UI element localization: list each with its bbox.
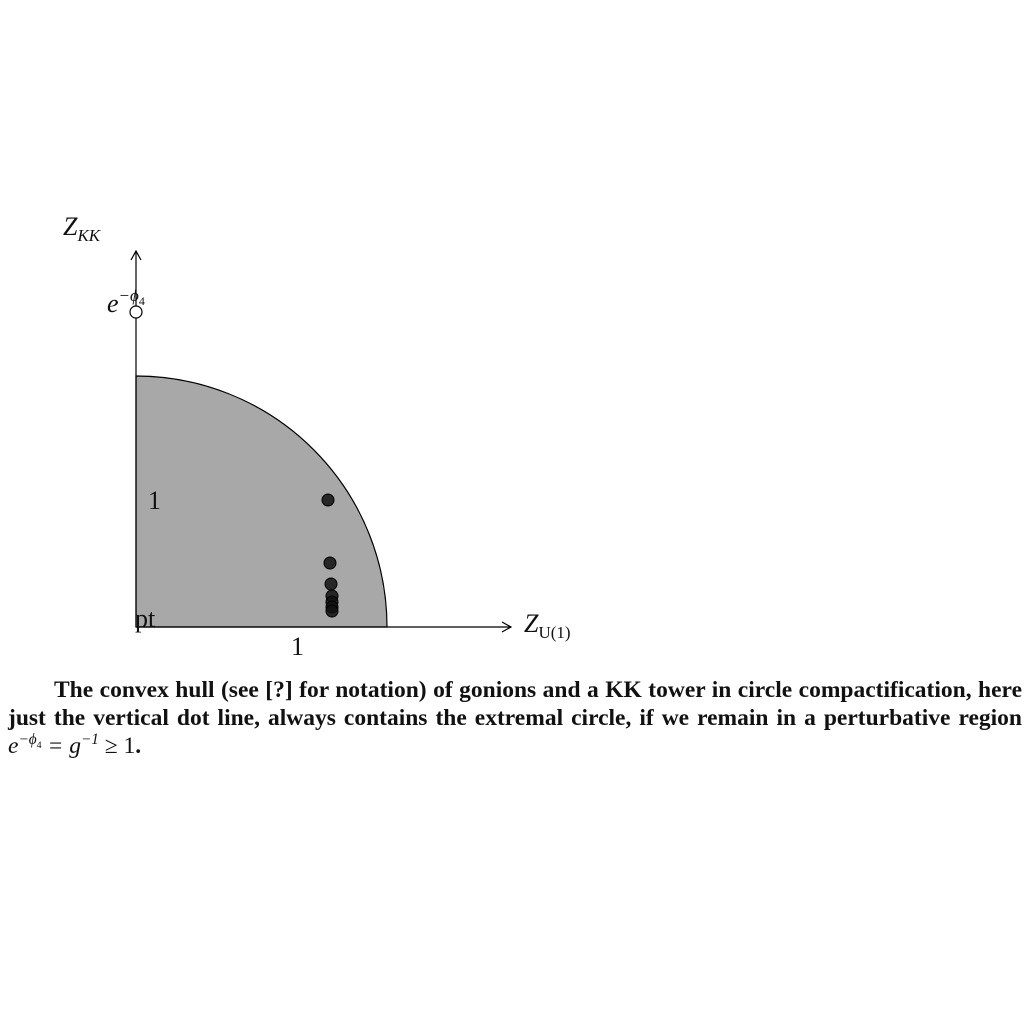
f-sup2: −1 <box>80 731 99 749</box>
x-label-sub: U(1) <box>538 623 570 642</box>
f-sup1-sub: 4 <box>36 740 42 752</box>
y-label-sub: KK <box>76 226 101 245</box>
y-arrow <box>130 249 142 261</box>
f-sup1-text: −ϕ <box>18 731 37 749</box>
f-mid: = g <box>41 733 81 759</box>
x-axis-label: ZU(1) <box>524 609 571 642</box>
y-unit-label: 1 <box>148 486 161 515</box>
caption-formula: e−ϕ4 = g−1 ≥ 1 <box>8 731 136 759</box>
dot <box>323 556 337 570</box>
dot <box>321 493 335 507</box>
kk-point-label: e−ϕ4 <box>107 286 145 318</box>
caption-text: The convex hull (see [?] for notation) o… <box>8 677 1022 731</box>
x-label-base: Z <box>524 609 539 638</box>
dot <box>324 577 338 591</box>
x-unit-label: 1 <box>291 632 304 661</box>
y-label-base: Z <box>63 212 78 241</box>
f-sup1: −ϕ4 <box>18 731 42 752</box>
f-end: ≥ 1 <box>98 733 136 759</box>
kk-point <box>129 305 143 319</box>
kk-sup-sub: 4 <box>139 294 145 308</box>
gonion-dots <box>321 493 339 618</box>
x-arrow <box>501 621 513 633</box>
caption-end: . <box>135 733 142 759</box>
dot <box>325 604 339 618</box>
y-axis-label: ZKK <box>63 212 102 245</box>
caption: The convex hull (see [?] for notation) o… <box>8 676 1022 760</box>
kk-sup: −ϕ <box>119 286 139 305</box>
extremal-region <box>135 375 388 628</box>
kk-base: e <box>107 289 119 318</box>
f-base1: e <box>8 733 19 759</box>
origin-label: pt <box>135 604 156 633</box>
diagram: ZKK ZU(1) e−ϕ4 1 1 pt <box>63 212 571 661</box>
